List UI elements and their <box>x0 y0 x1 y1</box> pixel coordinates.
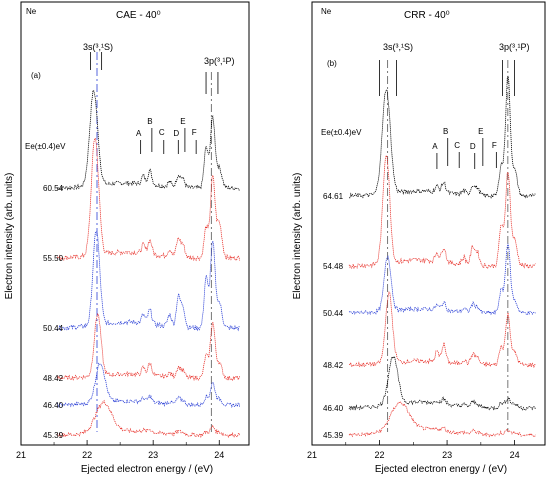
panel-a-feature-B: B <box>147 117 152 126</box>
panel-b-series-label-48-42: 48.42 <box>323 361 344 370</box>
panel-a-series-labels: 60.54 55.50 50.44 48.42 46.40 45.39 <box>43 184 64 440</box>
panel-a-series-50-44 <box>57 230 240 332</box>
panel-a-series-label-60-54: 60.54 <box>43 184 64 193</box>
panel-b-3p-label: 3p(³,¹P) <box>499 42 530 52</box>
panel-a-series-55-50 <box>56 138 241 262</box>
panel-a-3s-label: 3s(³,¹S) <box>83 42 113 52</box>
panel-a-feature-A: A <box>136 129 142 138</box>
panel-b-series-label-45-39: 45.39 <box>323 431 344 440</box>
panel-a-series-46-40 <box>56 362 241 409</box>
panel-a-feature-F: F <box>192 128 197 137</box>
panel-a-xtick-label-24: 24 <box>214 450 224 460</box>
panel-b-series-label-50-44: 50.44 <box>323 309 344 318</box>
panel-a-series-label-46-40: 46.40 <box>43 401 64 410</box>
panel-a-xtick-label-21: 21 <box>16 450 26 460</box>
panel-b-marks <box>379 60 516 432</box>
panel-a-series-label-45-39: 45.39 <box>43 431 64 440</box>
panel-b-feature-F: F <box>492 141 497 150</box>
panel-b-series-label-46-40: 46.40 <box>323 404 344 413</box>
panel-b-title: CRR - 40⁰ <box>404 10 450 21</box>
panel-b-series <box>348 75 536 438</box>
panel-b-element: Ne <box>321 7 332 16</box>
panel-a-series <box>56 89 241 439</box>
panel-b-xtick-label-22: 22 <box>375 450 385 460</box>
panel-a-x-axis-label: Ejected electron energy / (eV) <box>81 464 213 475</box>
panel-b-series-label-54-48: 54.48 <box>323 262 344 271</box>
panel-b-series-labels: 64.61 54.48 50.44 48.42 46.40 45.39 <box>323 192 344 440</box>
panel-b-3s-label: 3s(³,¹S) <box>383 42 413 52</box>
panel-b: Ne CRR - 40⁰ (b) 3s(³,¹S) 3p(³,¹P) Ee(±0… <box>307 1 546 475</box>
panel-a-tag: (a) <box>31 71 41 80</box>
panel-b-series-64-61 <box>349 75 536 199</box>
panel-a: Ne CAE - 40⁰ (a) 3s(³,¹S) 3p(³,¹P) Ee(±0… <box>16 1 250 475</box>
panel-b-series-54-48 <box>348 154 536 270</box>
panel-b-ee-label: Ee(±0.4)eV <box>321 128 362 137</box>
panel-a-3p-label: 3p(³,¹P) <box>204 56 235 66</box>
panel-a-title: CAE - 40⁰ <box>116 10 161 21</box>
panel-b-feature-labels: ABC DEF <box>432 127 497 169</box>
panel-b-series-48-42 <box>348 291 536 369</box>
panel-a-series-60-54 <box>57 89 240 191</box>
panel-a-feature-E: E <box>180 117 185 126</box>
panel-a-series-45-39 <box>56 399 241 439</box>
panel-a-series-label-48-42: 48.42 <box>43 374 64 383</box>
panel-b-xtick-label-24: 24 <box>510 450 520 460</box>
panel-a-feature-C: C <box>159 128 165 137</box>
panel-b-xtick-label-23: 23 <box>442 450 452 460</box>
panel-a-frame <box>20 1 250 446</box>
panel-b-series-50-44 <box>348 243 536 316</box>
y-axis-label-right: Electron intensity (arb. units) <box>292 173 303 300</box>
panel-b-feature-C: C <box>454 141 460 150</box>
panel-a-series-48-42 <box>56 313 241 382</box>
panel-a-xtick-label-22: 22 <box>82 450 92 460</box>
panel-b-xticks: 21 22 23 24 <box>307 440 520 460</box>
panel-b-feature-D: D <box>470 142 476 151</box>
panel-b-frame <box>311 1 546 446</box>
panel-b-feature-E: E <box>478 127 483 136</box>
panel-a-series-label-55-50: 55.50 <box>43 254 64 263</box>
panel-a-series-label-50-44: 50.44 <box>43 324 64 333</box>
panel-b-x-axis-label: Ejected electron energy / (eV) <box>375 464 507 475</box>
panel-a-feature-labels: ABC DEF <box>136 117 197 154</box>
panel-b-xtick-label-21: 21 <box>307 450 317 460</box>
panel-a-feature-D: D <box>173 129 179 138</box>
panel-b-feature-A: A <box>432 142 438 151</box>
panel-a-xtick-label-23: 23 <box>148 450 158 460</box>
panel-a-element: Ne <box>26 7 37 16</box>
panel-a-ee-label: Ee(±0.4)eV <box>25 142 66 151</box>
y-axis-label-left: Electron intensity (arb. units) <box>4 173 15 300</box>
panel-b-feature-B: B <box>443 127 448 136</box>
panel-b-tag: (b) <box>327 59 337 68</box>
panel-b-series-label-64-61: 64.61 <box>323 192 344 201</box>
panel-a-xticks: 21 22 23 24 <box>16 440 224 460</box>
